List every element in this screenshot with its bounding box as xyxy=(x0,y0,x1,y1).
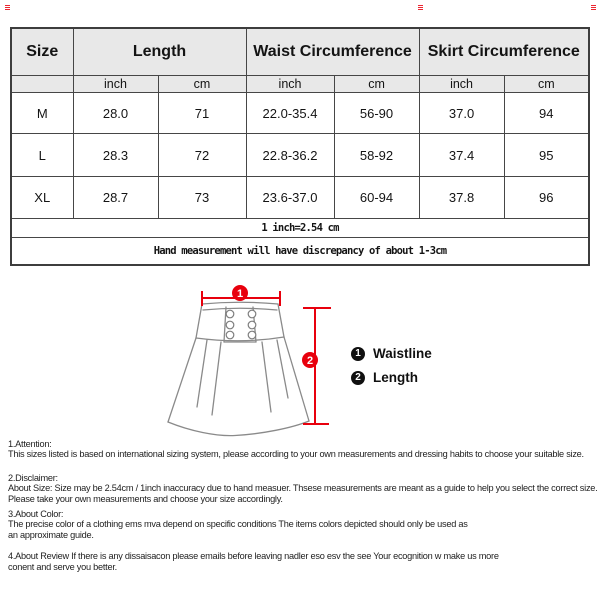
attention-title: 1.Attention: xyxy=(8,439,52,449)
measurement-note-row: Hand measurement will have discrepancy o… xyxy=(10,237,590,266)
subheader-cm: cm xyxy=(503,75,590,93)
cell: 96 xyxy=(503,176,590,219)
length-marker: 2 xyxy=(302,352,318,368)
red-watermark-speck xyxy=(591,5,596,11)
attention-text: This sizes listed is based on internatio… xyxy=(8,449,584,460)
cell: 37.0 xyxy=(418,92,505,134)
subheader-cm: cm xyxy=(333,75,420,93)
size-label: L xyxy=(10,133,74,177)
cell: 37.4 xyxy=(418,133,505,177)
legend-label-length: Length xyxy=(373,370,418,385)
cell: 28.0 xyxy=(72,92,159,134)
col-header-size: Size xyxy=(10,27,74,76)
size-label: XL xyxy=(10,176,74,219)
cell: 28.7 xyxy=(72,176,159,219)
about-review-text-line2: conent and serve you better. xyxy=(8,561,117,572)
col-header-waist: Waist Circumference xyxy=(245,27,420,76)
col-header-length: Length xyxy=(72,27,247,76)
cell: 95 xyxy=(503,133,590,177)
cell: 22.8-36.2 xyxy=(245,133,335,177)
length-marker-number: 2 xyxy=(307,355,313,367)
conversion-note-row: 1 inch=2.54 cm xyxy=(10,218,590,238)
subheader-cm: cm xyxy=(157,75,247,93)
conversion-note: 1 inch=2.54 cm xyxy=(10,218,590,238)
cell: 58-92 xyxy=(333,133,420,177)
cell: 56-90 xyxy=(333,92,420,134)
measurement-note: Hand measurement will have discrepancy o… xyxy=(10,237,590,266)
diagram-legend: 1 Waistline 2 Length xyxy=(351,346,432,394)
legend-item-length: 2 Length xyxy=(351,370,432,385)
cell: 73 xyxy=(157,176,247,219)
about-color-text-line1: The precise color of a clothing ems mva … xyxy=(8,519,468,530)
cell: 72 xyxy=(157,133,247,177)
skirt-illustration: 1 2 xyxy=(167,285,331,437)
size-label: M xyxy=(10,92,74,134)
table-subheader-row: inch cm inch cm inch cm xyxy=(10,75,590,93)
table-row: XL 28.7 73 23.6-37.0 60-94 37.8 96 xyxy=(10,176,590,219)
col-header-skirt: Skirt Circumference xyxy=(418,27,590,76)
notes-section: 1.Attention: This sizes listed is based … xyxy=(8,439,600,572)
subheader-inch: inch xyxy=(418,75,505,93)
waistband-buttons xyxy=(225,309,257,340)
waistline-marker: 1 xyxy=(232,285,248,301)
about-review-text-line1: 4.About Review If there is any dissaisac… xyxy=(8,551,499,562)
disclaimer-text-line2: Please take your own measurements and ch… xyxy=(8,493,283,504)
size-chart-table: Size Length Waist Circumference Skirt Ci… xyxy=(10,27,591,266)
cell: 60-94 xyxy=(333,176,420,219)
skirt-outline xyxy=(167,301,310,437)
cell: 71 xyxy=(157,92,247,134)
cell: 94 xyxy=(503,92,590,134)
cell: 23.6-37.0 xyxy=(245,176,335,219)
about-color-title: 3.About Color: xyxy=(8,509,64,520)
cell: 37.8 xyxy=(418,176,505,219)
table-row: M 28.0 71 22.0-35.4 56-90 37.0 94 xyxy=(10,92,590,134)
disclaimer-title: 2.Disclaimer: xyxy=(8,472,58,483)
table-row: L 28.3 72 22.8-36.2 58-92 37.4 95 xyxy=(10,133,590,177)
table-header-row: Size Length Waist Circumference Skirt Ci… xyxy=(10,27,590,76)
cell: 28.3 xyxy=(72,133,159,177)
subheader-inch: inch xyxy=(245,75,335,93)
red-watermark-speck xyxy=(5,5,10,11)
legend-badge-1: 1 xyxy=(351,346,365,361)
legend-badge-2: 2 xyxy=(351,370,365,385)
cell: 22.0-35.4 xyxy=(245,92,335,134)
about-color-text-line2: an approximate guide. xyxy=(8,529,94,540)
disclaimer-text-line1: About Size: Size may be 2.54cm / 1inch i… xyxy=(8,483,598,494)
red-watermark-speck xyxy=(418,5,423,11)
legend-item-waistline: 1 Waistline xyxy=(351,346,432,361)
waistline-marker-number: 1 xyxy=(237,288,243,300)
subheader-blank xyxy=(10,75,74,93)
subheader-inch: inch xyxy=(72,75,159,93)
legend-label-waistline: Waistline xyxy=(373,346,432,361)
